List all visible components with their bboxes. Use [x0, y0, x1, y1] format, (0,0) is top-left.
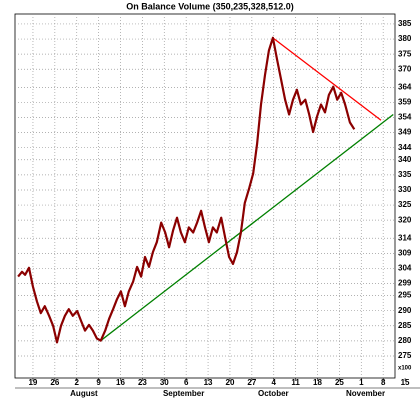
y-tick-label: 304 — [398, 264, 412, 273]
y-tick-label: 354 — [398, 113, 412, 122]
x-tick-label: 1 — [359, 378, 364, 387]
month-label: October — [258, 389, 289, 398]
trend-line — [272, 37, 382, 121]
x-tick-label: 25 — [335, 378, 344, 387]
y-tick-label: 290 — [398, 306, 412, 315]
month-label: November — [346, 389, 385, 398]
chart-title: On Balance Volume (350,235,328,512.0) — [126, 1, 293, 11]
y-tick-label: 299 — [398, 279, 412, 288]
y-tick-label: 320 — [398, 215, 412, 224]
y-tick-label: 364 — [398, 82, 412, 91]
y-tick-label: 295 — [398, 291, 412, 300]
y-tick-label: 314 — [398, 233, 412, 242]
y-tick-label: 335 — [398, 170, 412, 179]
y-tick-label: 344 — [398, 143, 412, 152]
y-tick-label: 280 — [398, 336, 412, 345]
y-tick-label: 309 — [398, 248, 412, 257]
month-label: August — [70, 389, 98, 398]
y-tick-label: 380 — [398, 34, 412, 43]
y-unit: x100 — [398, 366, 412, 372]
y-tick-label: 330 — [398, 185, 412, 194]
x-tick-label: 27 — [247, 378, 256, 387]
plot-frame — [14, 13, 396, 379]
x-tick-label: 20 — [226, 378, 235, 387]
trend-line — [100, 113, 394, 342]
x-tick-label: 23 — [138, 378, 147, 387]
x-tick-label: 8 — [381, 378, 386, 387]
x-tick-label: 9 — [96, 378, 101, 387]
y-tick-label: 325 — [398, 200, 412, 209]
y-tick-label: 375 — [398, 49, 412, 58]
y-tick-label: 285 — [398, 321, 412, 330]
x-tick-label: 15 — [401, 378, 410, 387]
y-tick-label: 275 — [398, 351, 412, 360]
x-tick-label: 16 — [116, 378, 125, 387]
y-tick-label: 340 — [398, 155, 412, 164]
x-tick-label: 30 — [160, 378, 169, 387]
x-tick-label: 4 — [272, 378, 277, 387]
y-tick-label: 359 — [398, 98, 412, 107]
x-tick-label: 18 — [313, 378, 322, 387]
x-tick-label: 13 — [204, 378, 213, 387]
x-tick-label: 11 — [291, 378, 300, 387]
month-label: September — [163, 389, 204, 398]
y-tick-label: 370 — [398, 64, 412, 73]
obv-line — [17, 36, 356, 344]
y-tick-label: 385 — [398, 19, 412, 28]
x-tick-label: 2 — [75, 378, 80, 387]
x-tick-label: 6 — [184, 378, 189, 387]
x-tick-label: 26 — [50, 378, 59, 387]
y-tick-label: 349 — [398, 128, 412, 137]
x-tick-label: 19 — [28, 378, 37, 387]
